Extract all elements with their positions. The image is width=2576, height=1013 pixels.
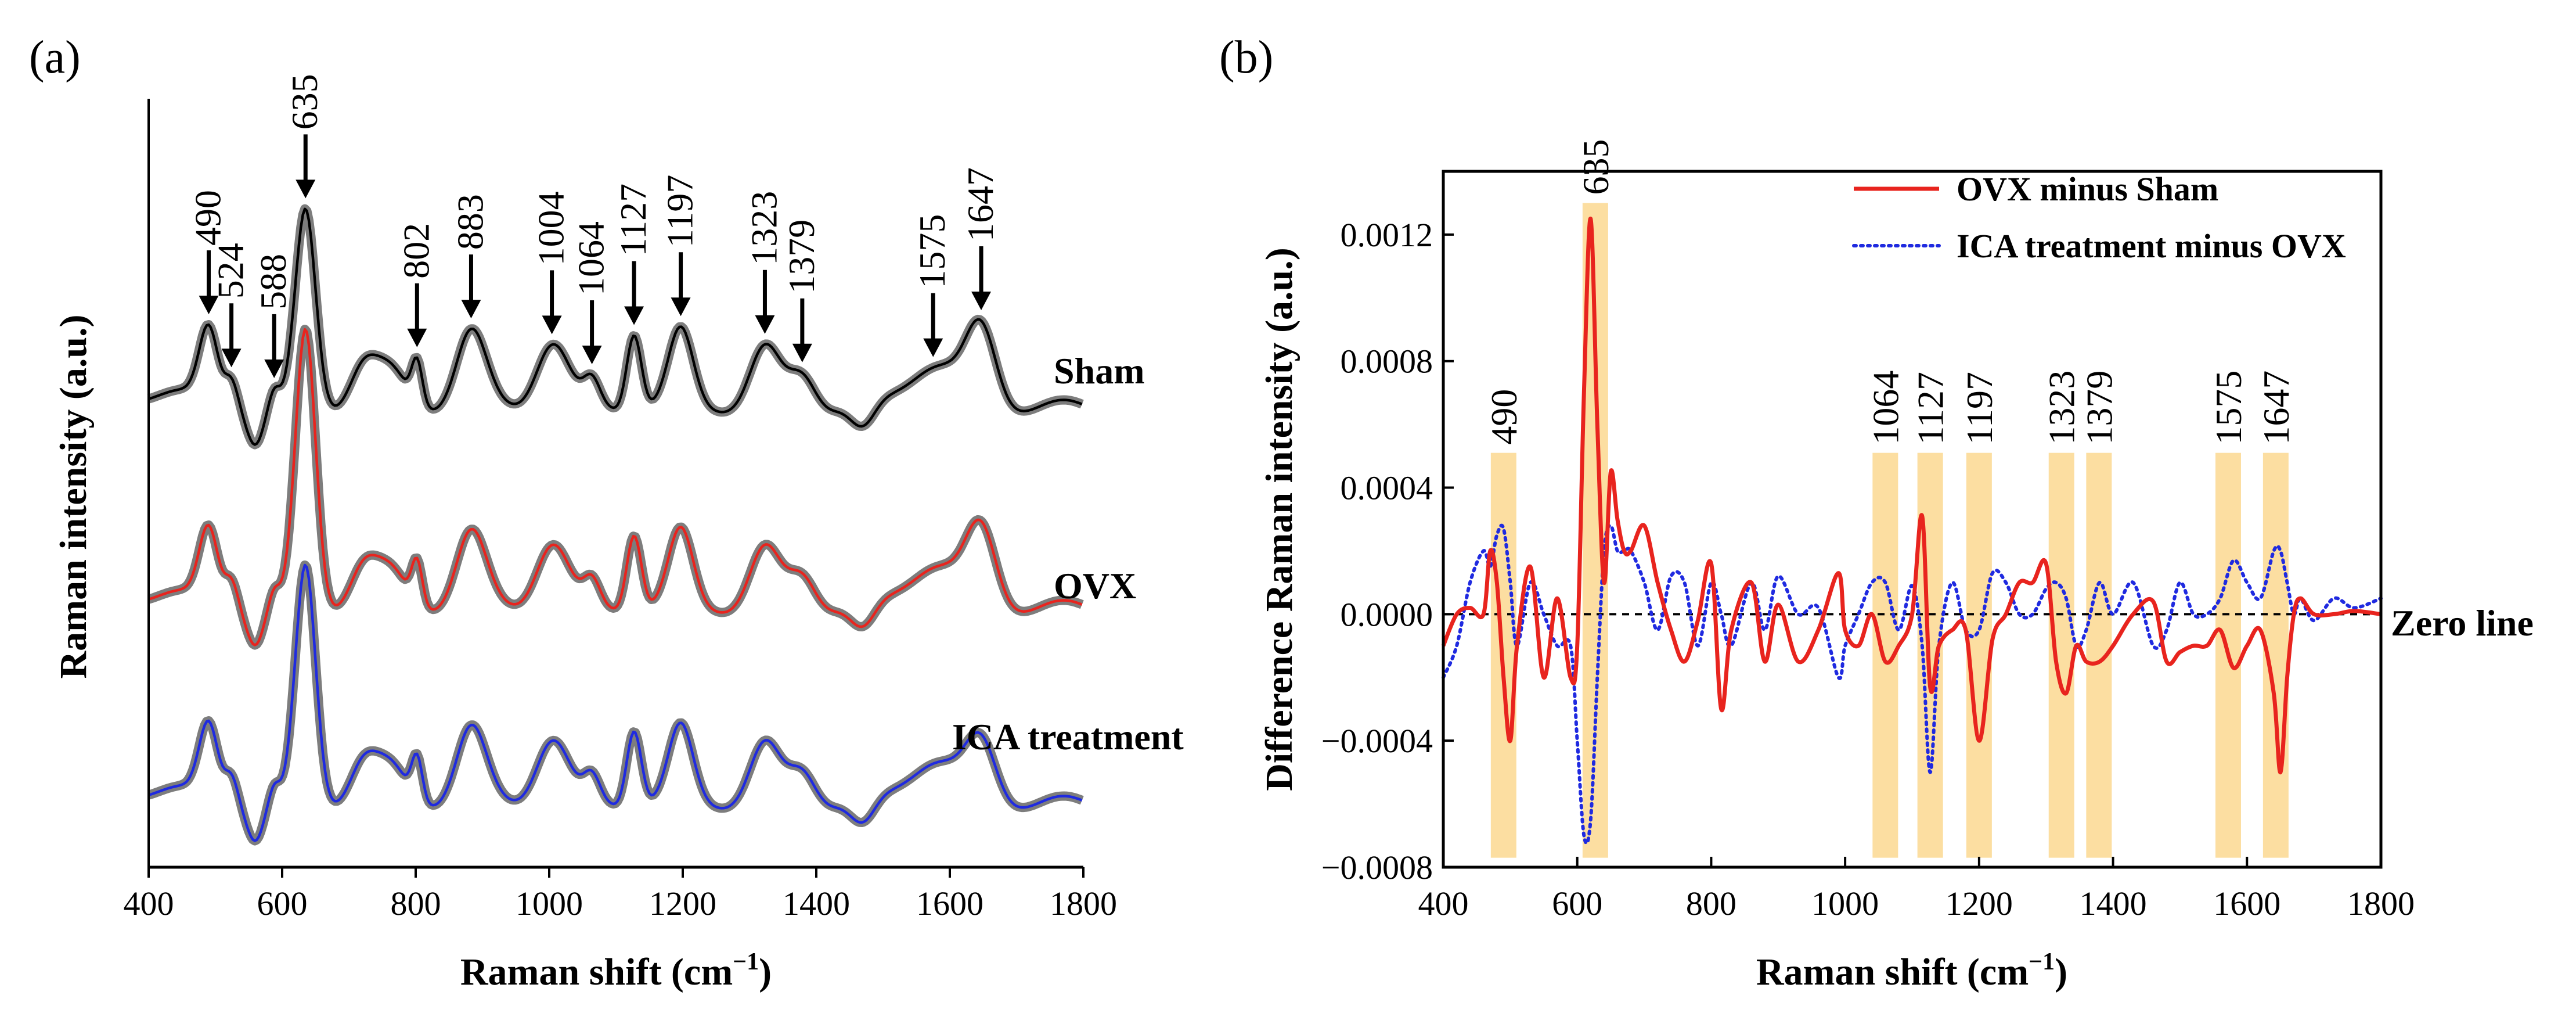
band-label-1127: 1127 <box>1910 372 1951 445</box>
panel-a-x-ticks: 400 600 800 1000 1200 1400 1600 1800 <box>124 867 1117 922</box>
peak-label-1197: 1197 <box>660 175 701 248</box>
peak-label-1323: 1323 <box>743 191 784 265</box>
band-label-1323: 1323 <box>2041 371 2083 445</box>
peak-arrow-head-635 <box>296 179 316 199</box>
peak-label-1379: 1379 <box>781 220 822 294</box>
series-line-ovx-minus-sham <box>1441 217 2382 775</box>
peak-label-635: 635 <box>284 74 325 130</box>
panel-a-x-tick-label: 1000 <box>516 885 583 922</box>
peak-arrow-head-524 <box>221 349 242 368</box>
band-label-1575: 1575 <box>2208 371 2249 445</box>
peak-arrow-head-588 <box>264 359 284 378</box>
panel-b-x-tick-label: 800 <box>1686 885 1736 922</box>
spectrum-line-ica <box>148 563 1083 842</box>
panel-a-label: (a) <box>29 32 81 83</box>
peak-arrow-head-1379 <box>792 343 812 362</box>
panel-b-x-ticks: 400 600 800 1000 1200 1400 1600 1800 <box>1418 857 2415 922</box>
panel-b-y-tick-label: 0.0004 <box>1341 469 1433 507</box>
peak-arrow-head-802 <box>407 328 427 347</box>
band-label-1197: 1197 <box>1959 372 2000 445</box>
series-label-sham: Sham <box>1054 350 1145 391</box>
panel-b-x-tick-label: 1400 <box>2080 885 2147 922</box>
panel-b-y-tick-label: 0.0012 <box>1341 216 1433 254</box>
spectrum-line-sham <box>148 207 1083 446</box>
panel-b-label: (b) <box>1219 32 1273 83</box>
band-label-490: 490 <box>1483 389 1525 445</box>
peak-arrow-head-1647 <box>971 291 992 310</box>
panel-b-y-tick-label: 0.0000 <box>1341 595 1433 633</box>
spectra-group <box>148 207 1083 842</box>
peak-label-490: 490 <box>188 190 229 246</box>
panel-a-x-tick-label: 1200 <box>649 885 716 922</box>
panel-b-x-tick-label: 1800 <box>2347 885 2415 922</box>
series-label-ica: ICA treatment <box>952 716 1184 757</box>
legend-label-ovx-minus-sham: OVX minus Sham <box>1957 170 2218 208</box>
band-label-1379: 1379 <box>2078 371 2120 445</box>
peak-arrow-head-1575 <box>923 338 943 357</box>
panel-b-y-tick-label: −0.0008 <box>1321 849 1433 886</box>
peak-arrow-head-490 <box>199 295 219 314</box>
panel-a-x-tick-label: 1800 <box>1050 885 1117 922</box>
peak-label-883: 883 <box>449 194 491 250</box>
peak-label-524: 524 <box>210 243 251 299</box>
band-label-1647: 1647 <box>2256 371 2297 445</box>
panel-b-y-tick-label: 0.0008 <box>1341 343 1433 380</box>
peak-label-1004: 1004 <box>531 191 572 265</box>
difference-series <box>1441 217 2383 845</box>
series-label-ovx: OVX <box>1054 565 1136 606</box>
panel-a-x-axis <box>147 99 1083 869</box>
zero-line-label: Zero line <box>2391 602 2534 644</box>
panel-b-x-tick-label: 1200 <box>1945 885 2013 922</box>
peak-arrow-head-1064 <box>582 346 602 365</box>
panel-a-y-axis-label: Raman intensity (a.u.) <box>52 314 95 678</box>
peak-label-588: 588 <box>253 254 294 310</box>
peak-arrow-head-883 <box>461 300 481 319</box>
panel-b-x-tick-label: 600 <box>1552 885 1602 922</box>
band-label-635: 635 <box>1575 139 1616 195</box>
panel-a-x-tick-label: 800 <box>391 885 441 922</box>
panel-a-x-tick-label: 400 <box>124 885 174 922</box>
series-line-ica-minus-ovx <box>1442 523 2383 845</box>
peak-label-1064: 1064 <box>571 221 612 296</box>
spectrum-line-ovx <box>148 328 1083 646</box>
panel-b-y-ticks: −0.0008 −0.0004 0.0000 0.0004 0.0008 0.0012 <box>1321 216 1454 886</box>
peak-arrow-head-1004 <box>542 315 562 335</box>
panel-b-y-tick-label: −0.0004 <box>1321 722 1433 760</box>
peak-arrow-head-1323 <box>755 315 775 334</box>
panel-b-y-axis-label: Difference Raman intensity (a.u.) <box>1258 247 1300 791</box>
panel-a-x-tick-label: 1600 <box>916 885 983 922</box>
panel-a-x-tick-label: 1400 <box>783 885 850 922</box>
panel-b-x-tick-label: 1000 <box>1811 885 1879 922</box>
band-label-1064: 1064 <box>1865 371 1906 445</box>
panel-a-x-axis-label: Raman shift (cm−1) <box>460 949 772 993</box>
peak-label-802: 802 <box>395 223 437 279</box>
highlight-band-1323 <box>2048 452 2074 858</box>
peak-arrow-head-1197 <box>671 297 691 317</box>
legend-label-ica-minus-ovx: ICA treatment minus OVX <box>1957 227 2346 265</box>
panel-b-x-axis-label: Raman shift (cm−1) <box>1756 949 2067 993</box>
panel-b-x-tick-label: 1600 <box>2213 885 2280 922</box>
peak-label-1647: 1647 <box>960 167 1001 242</box>
panel-b-x-tick-label: 400 <box>1418 885 1469 922</box>
highlight-bands <box>1490 203 2289 858</box>
legend: OVX minus Sham ICA treatment minus OVX <box>1852 170 2346 265</box>
peak-label-1575: 1575 <box>911 214 953 289</box>
plot-frame <box>1442 170 2383 869</box>
peak-label-1127: 1127 <box>613 184 654 257</box>
peak-arrow-head-1127 <box>624 306 644 325</box>
panel-a-x-tick-label: 600 <box>257 885 308 922</box>
